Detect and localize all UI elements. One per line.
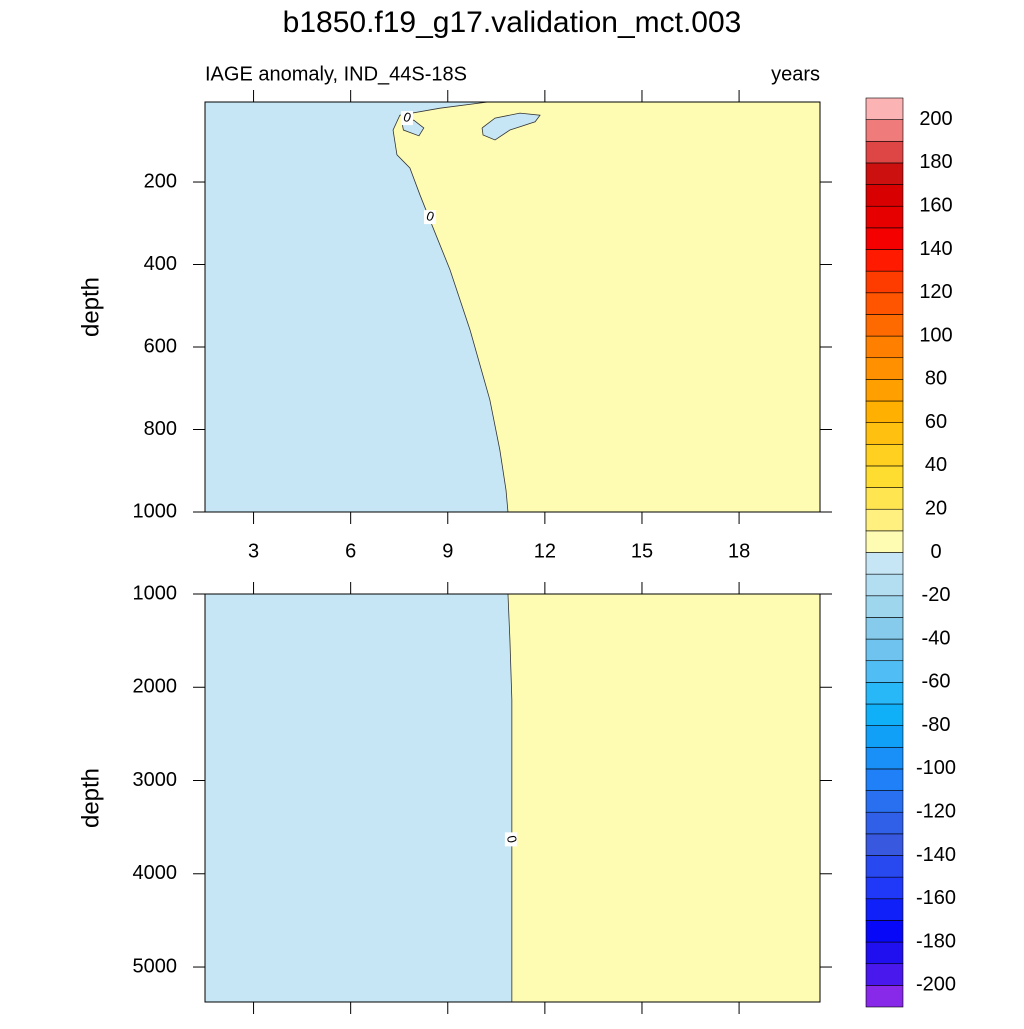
colorbar-box (865, 638, 904, 662)
colorbar-label: 180 (919, 151, 952, 173)
contour-label-bg (400, 111, 413, 126)
y-axis-label: depth (77, 768, 104, 828)
colorbar-box (865, 97, 904, 120)
colorbar-box (865, 811, 904, 835)
colorbar-label: 160 (919, 194, 952, 216)
contour-label: 0 (504, 834, 520, 844)
colorbar-box (865, 357, 904, 380)
plot-frame (204, 593, 821, 1003)
zero-contour (507, 593, 513, 1002)
contour-label: 0 (401, 109, 413, 126)
colorbar-label: -60 (922, 671, 951, 693)
colorbar-box (865, 314, 904, 337)
colorbar-label: 60 (925, 411, 947, 433)
plot-frame (204, 101, 821, 513)
colorbar-box (865, 963, 904, 986)
colorbar-label: -80 (922, 714, 951, 736)
colorbar-box (865, 595, 904, 618)
colorbar-label: -40 (922, 627, 951, 649)
colorbar-box (865, 205, 904, 229)
colorbar-box (865, 184, 904, 207)
colorbar-label: -180 (916, 930, 956, 952)
colorbar-box (865, 790, 904, 813)
colorbar-box (865, 162, 904, 185)
colorbar-label: 100 (919, 324, 952, 346)
colorbar-label: -100 (916, 757, 956, 779)
y-tick-label: 600 (144, 335, 177, 357)
x-tick-label: 3 (248, 540, 259, 562)
colorbar-label: -20 (922, 584, 951, 606)
colorbar-box (865, 920, 904, 943)
y-axis-label: depth (77, 277, 104, 337)
y-tick-label: 1000 (133, 582, 178, 604)
colorbar-label: 0 (930, 541, 941, 563)
colorbar-label: -140 (916, 844, 956, 866)
y-tick-label: 400 (144, 253, 177, 275)
colorbar-box (865, 941, 904, 965)
colorbar-box (865, 855, 904, 878)
zero-contour (481, 112, 541, 141)
y-tick-label: 4000 (133, 862, 178, 884)
negative-region (205, 102, 508, 512)
colorbar-box (865, 227, 904, 250)
y-tick-label: 5000 (133, 955, 178, 977)
colorbar-label: -120 (916, 800, 956, 822)
colorbar-box (865, 768, 904, 791)
colorbar-box (865, 465, 904, 488)
colorbar-box (865, 422, 904, 445)
subtitle-left: IAGE anomaly, IND_44S-18S (205, 63, 467, 85)
colorbar-box (865, 379, 904, 402)
colorbar-label: 40 (925, 454, 947, 476)
colorbar-box (865, 682, 904, 705)
colorbar-box (865, 335, 904, 359)
colorbar-box (865, 292, 904, 315)
contour-label-bg (504, 832, 517, 847)
y-tick-label: 800 (144, 418, 177, 440)
colorbar-box (865, 119, 904, 142)
colorbar-label: 80 (925, 368, 947, 390)
y-tick-label: 200 (144, 170, 177, 192)
colorbar-label: 140 (919, 238, 952, 260)
colorbar-box (865, 508, 904, 532)
colorbar-box (865, 487, 904, 510)
colorbar-label: -200 (916, 974, 956, 996)
colorbar-label: -160 (916, 887, 956, 909)
colorbar-label: 120 (919, 281, 952, 303)
contour-label-bg (423, 210, 436, 225)
colorbar-box (865, 746, 904, 770)
negative-region (205, 594, 512, 1002)
y-tick-label: 2000 (133, 676, 178, 698)
subtitle-right: years (771, 63, 820, 85)
zero-contour (392, 101, 509, 513)
x-tick-label: 9 (442, 540, 453, 562)
x-tick-label: 12 (534, 540, 556, 562)
colorbar-label: 20 (925, 497, 947, 519)
negative-region (482, 113, 541, 140)
y-tick-label: 3000 (133, 769, 178, 791)
colorbar-box (865, 725, 904, 748)
colorbar-box (865, 552, 904, 575)
y-tick-label: 1000 (133, 500, 178, 522)
colorbar-box (865, 140, 904, 164)
x-tick-label: 15 (631, 540, 653, 562)
colorbar-box (865, 573, 904, 597)
colorbar-box (865, 249, 904, 272)
colorbar-box (865, 898, 904, 921)
colorbar-box (865, 985, 904, 1008)
colorbar-box (865, 703, 904, 726)
contour-label: 0 (424, 208, 436, 225)
colorbar-box (865, 530, 904, 553)
colorbar-box (865, 876, 904, 900)
colorbar-label: 200 (919, 108, 952, 130)
x-tick-label: 6 (345, 540, 356, 562)
colorbar-box (865, 270, 904, 294)
chart-title: b1850.f19_g17.validation_mct.003 (283, 6, 742, 39)
colorbar-box (865, 833, 904, 856)
x-tick-label: 18 (728, 540, 750, 562)
colorbar-box (865, 660, 904, 683)
colorbar-box (865, 400, 904, 423)
colorbar-box (865, 443, 904, 467)
colorbar-box (865, 617, 904, 640)
